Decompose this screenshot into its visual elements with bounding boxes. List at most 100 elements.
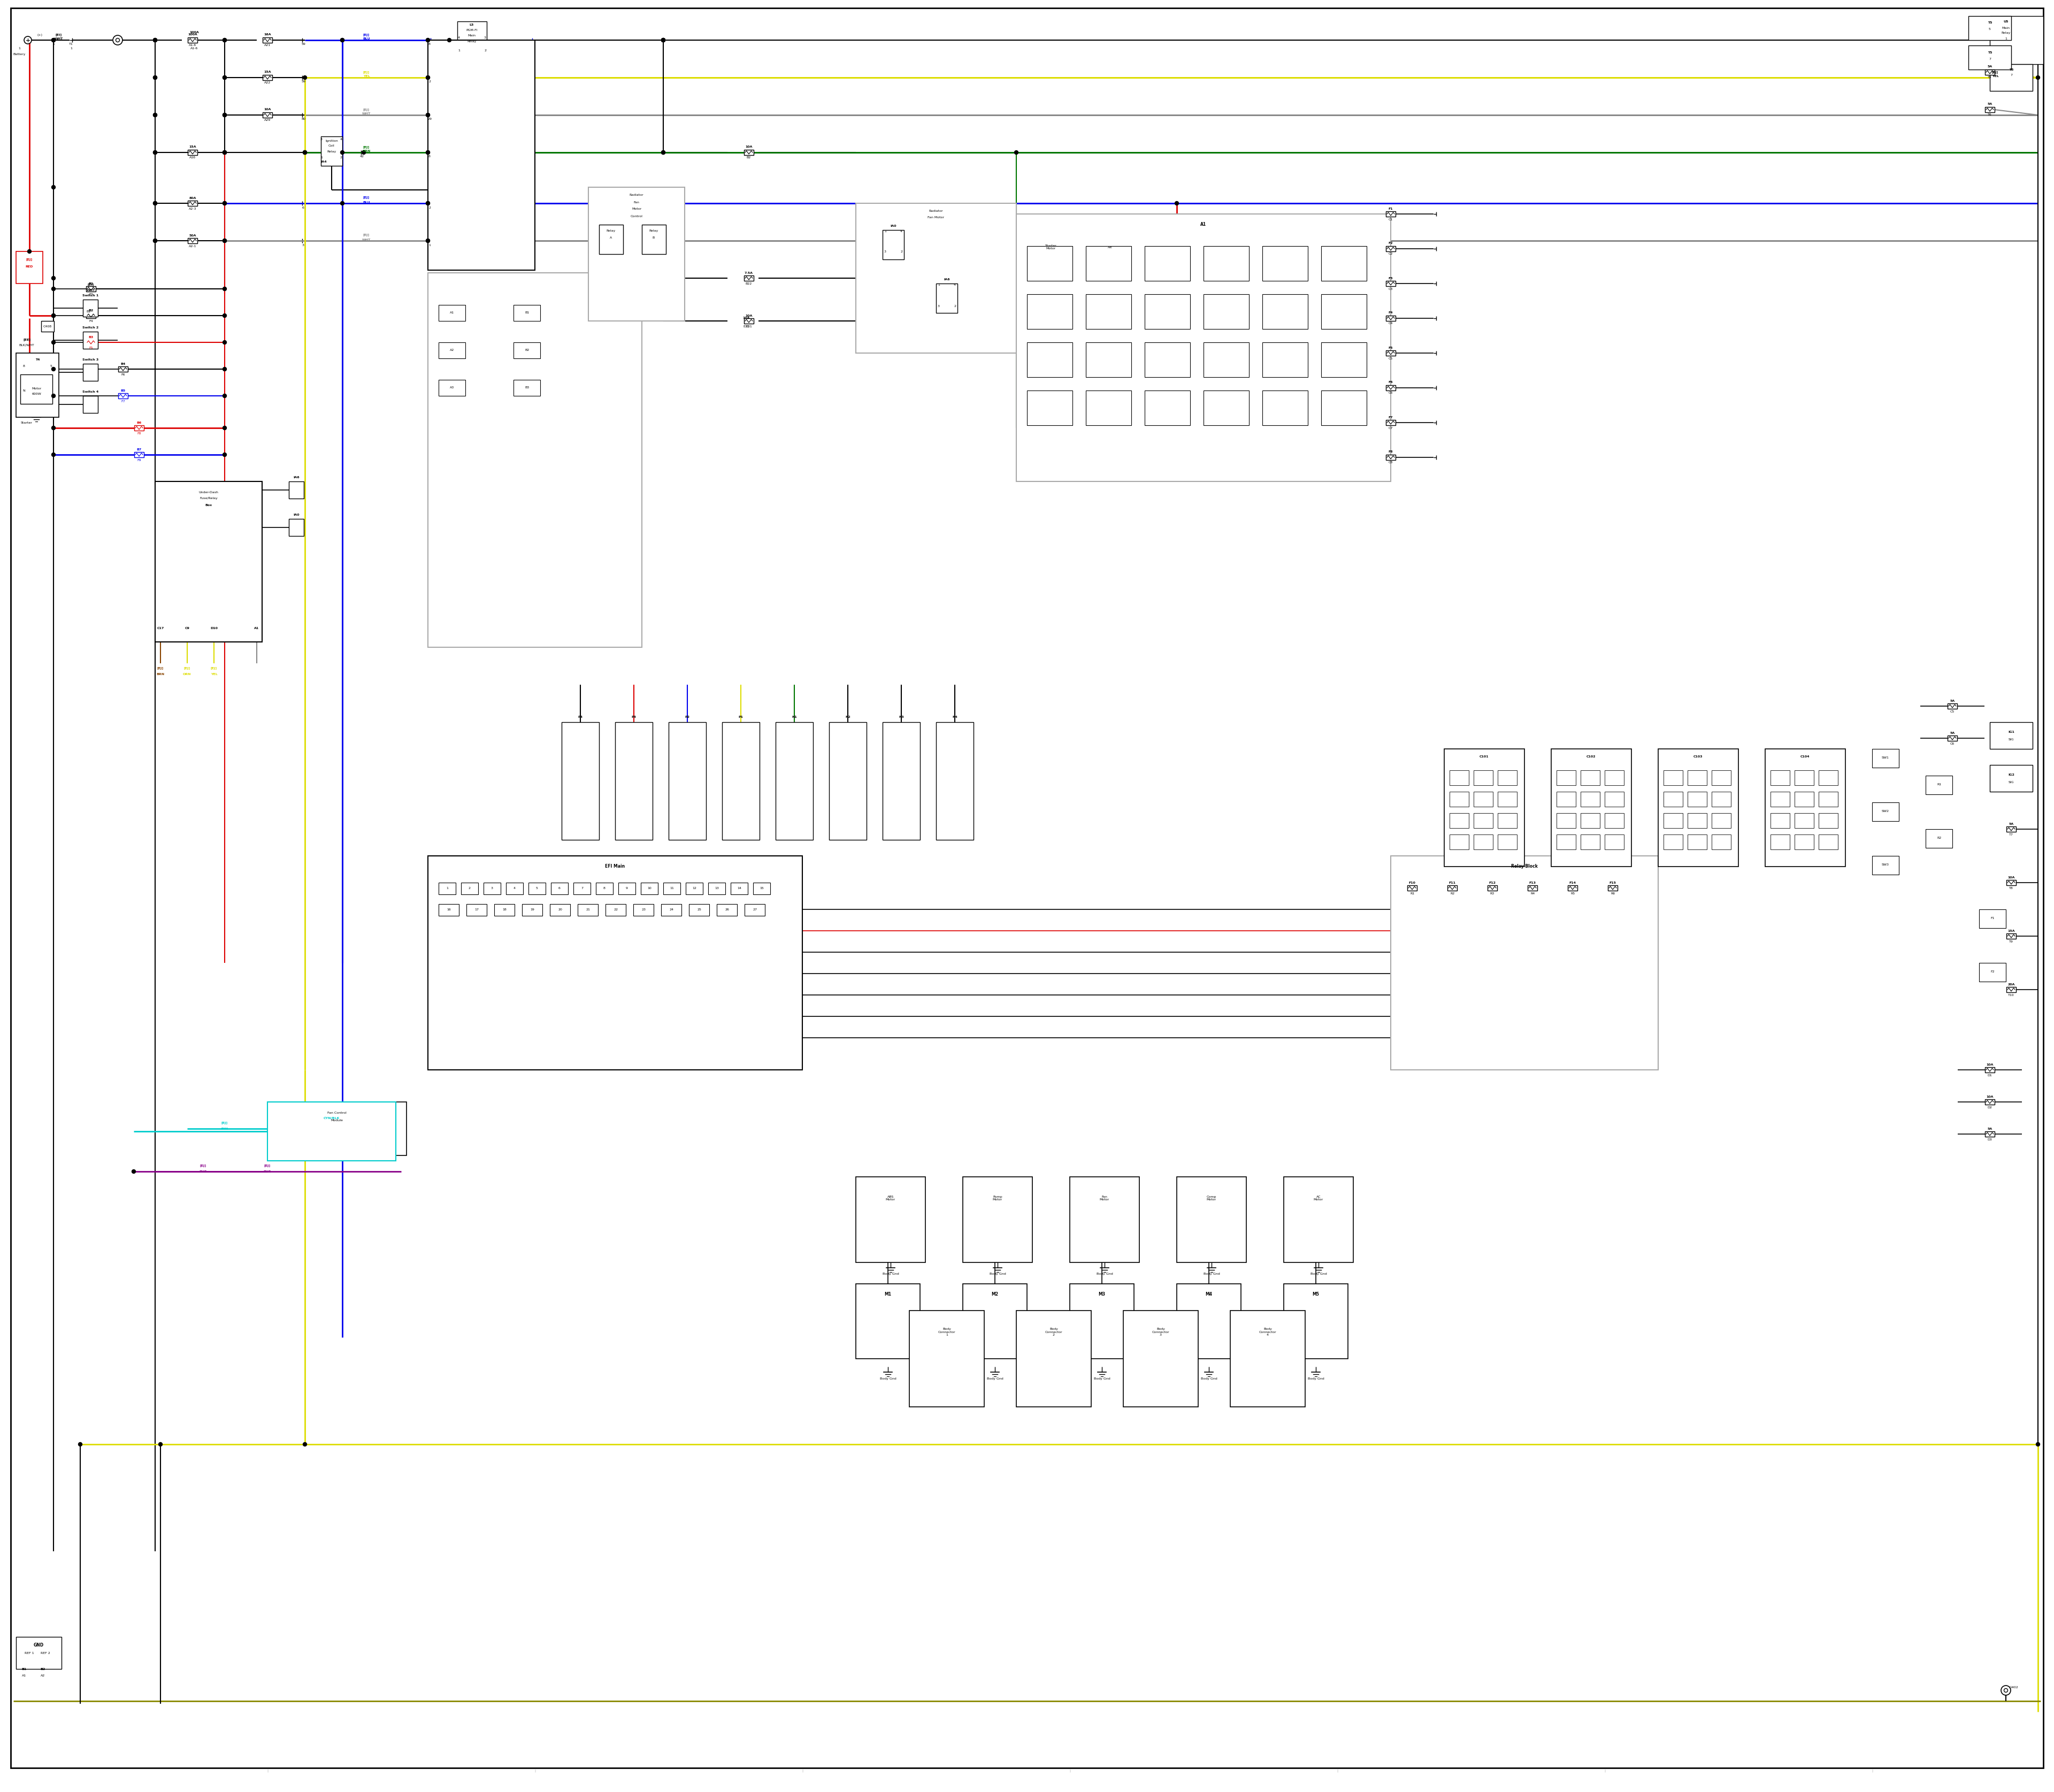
Circle shape (78, 1443, 82, 1446)
Text: T5: T5 (1988, 22, 1992, 25)
Text: 8: 8 (604, 887, 606, 891)
Text: F5: F5 (88, 346, 92, 349)
Text: F6: F6 (121, 373, 125, 376)
Text: Body
Connector
1: Body Connector 1 (939, 1328, 955, 1337)
Text: 18: 18 (503, 909, 507, 912)
Bar (41, 321, 53, 332)
Text: T6: T6 (1988, 113, 1992, 116)
Bar (1528, 885, 1536, 891)
Bar (1968, 45, 2011, 70)
Bar (1487, 885, 1497, 891)
Text: B22: B22 (746, 281, 752, 285)
Text: F8: F8 (138, 432, 142, 435)
Text: P1: P1 (739, 715, 744, 719)
Bar (16, 353, 60, 418)
Text: Switch 4: Switch 4 (82, 391, 99, 394)
Bar (937, 283, 957, 314)
Bar (1027, 246, 1072, 281)
Circle shape (51, 38, 55, 41)
Circle shape (51, 185, 55, 190)
Circle shape (222, 201, 226, 204)
Bar (440, 903, 458, 916)
Text: ORN: ORN (183, 672, 191, 676)
Text: Main: Main (2003, 27, 2011, 29)
Bar (1386, 211, 1395, 217)
Text: C102: C102 (1586, 756, 1596, 758)
Bar (2007, 880, 2017, 885)
Bar (1386, 246, 1395, 251)
Text: T5: T5 (2009, 68, 2013, 72)
Text: Coil: Coil (329, 145, 335, 147)
Text: C104: C104 (1801, 756, 1810, 758)
Bar (1688, 792, 1707, 806)
Bar (1771, 771, 1789, 785)
Bar (440, 342, 466, 358)
Bar (187, 38, 197, 43)
Bar (1711, 835, 1732, 849)
Bar (514, 342, 540, 358)
Text: B3: B3 (524, 387, 530, 389)
Bar (1582, 771, 1600, 785)
Text: 23: 23 (641, 909, 645, 912)
Circle shape (425, 75, 429, 79)
Bar (505, 883, 524, 894)
Bar (1497, 771, 1518, 785)
Bar (1177, 1177, 1247, 1262)
Bar (187, 201, 197, 206)
Bar (1582, 792, 1600, 806)
Circle shape (51, 314, 55, 317)
Bar (86, 287, 97, 292)
Circle shape (2001, 1686, 2011, 1695)
Text: E31: E31 (744, 324, 750, 328)
Text: A2: A2 (450, 349, 454, 351)
Bar (723, 722, 760, 840)
Text: T9: T9 (2009, 941, 2013, 943)
Text: D2: D2 (1988, 1106, 1992, 1109)
Bar (514, 380, 540, 396)
Circle shape (425, 238, 429, 242)
Text: B1: B1 (86, 310, 90, 314)
Bar (1386, 385, 1395, 391)
Bar (596, 883, 612, 894)
Text: IA6: IA6 (294, 477, 300, 478)
Bar (633, 903, 653, 916)
Text: A29: A29 (265, 118, 271, 122)
Text: R5: R5 (1571, 892, 1575, 894)
Bar (1984, 108, 1994, 113)
Text: F5: F5 (1389, 346, 1393, 349)
Circle shape (222, 38, 226, 41)
Bar (1688, 814, 1707, 828)
Bar (263, 38, 273, 43)
Bar (577, 903, 598, 916)
Circle shape (27, 249, 31, 253)
Bar (1204, 391, 1249, 425)
Text: B: B (653, 237, 655, 238)
Text: R1: R1 (1409, 892, 1415, 894)
Circle shape (222, 151, 226, 154)
Circle shape (222, 113, 226, 116)
Text: T4: T4 (35, 358, 39, 360)
Text: 1: 1 (70, 47, 72, 50)
Circle shape (425, 38, 429, 41)
Bar (1984, 1068, 1994, 1073)
Bar (1263, 294, 1308, 330)
Circle shape (51, 367, 55, 371)
Text: T1: T1 (70, 43, 74, 47)
Circle shape (154, 75, 156, 79)
Text: R6: R6 (1610, 892, 1614, 894)
Text: M1: M1 (885, 1292, 891, 1297)
Text: 20A: 20A (2007, 984, 2015, 986)
Bar (1818, 835, 1838, 849)
Bar (1582, 835, 1600, 849)
Circle shape (425, 238, 429, 242)
Text: Fan Control: Fan Control (327, 1111, 347, 1115)
Bar (1144, 342, 1189, 376)
Circle shape (113, 36, 123, 45)
Text: 80A: 80A (189, 197, 197, 199)
Text: YEL: YEL (1992, 75, 1999, 77)
Bar (1284, 1283, 1347, 1358)
Bar (320, 136, 343, 167)
Text: CYN/BLK: CYN/BLK (325, 1116, 339, 1120)
Circle shape (154, 38, 156, 41)
Text: N: N (23, 389, 25, 392)
